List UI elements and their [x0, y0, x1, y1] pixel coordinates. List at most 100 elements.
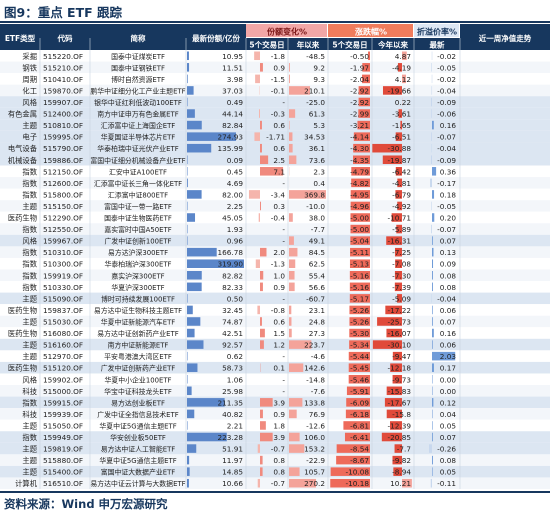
- retytd-bar: [377, 317, 402, 326]
- prem-bar: [431, 294, 433, 303]
- chg5-bar: [258, 213, 260, 222]
- cell-retytd: -16.07: [387, 329, 411, 338]
- cell-name: 富国中证细分机械设备产业ETF: [90, 156, 185, 165]
- cell-ret5: -4.96: [350, 202, 369, 211]
- cell-code: 159837.OF: [43, 306, 83, 315]
- cell-shares: 211.35: [217, 398, 243, 407]
- chg5-bar: [257, 305, 260, 315]
- ret5-bar: [362, 74, 370, 84]
- cell-chg5: -0.8: [271, 306, 286, 315]
- cell-type: 指数: [22, 225, 37, 234]
- cell-retytd: 4.12: [395, 75, 411, 84]
- ret5-bar: [349, 259, 370, 268]
- cell-type: 计算机: [15, 479, 38, 488]
- shares-bar: [187, 178, 188, 188]
- cell-chgytd: 62.5: [309, 260, 325, 269]
- cell-ret5: -5.00: [350, 214, 369, 223]
- prem-bar: [432, 455, 433, 465]
- cell-ret5: -5.11: [350, 248, 369, 257]
- row-bg: [0, 50, 550, 62]
- cell-shares: 42.51: [222, 329, 243, 338]
- retytd-bar: [385, 305, 402, 315]
- cell-prem: 0.09: [440, 260, 457, 269]
- cell-name: 博时自然资源ETF: [111, 75, 165, 84]
- col-header-9: 近一周净值走势: [479, 33, 532, 43]
- cell-type: 科技: [22, 410, 37, 419]
- prem-bar: [432, 432, 433, 442]
- chgytd-bar: [289, 328, 292, 338]
- cell-chg5: 0.8: [273, 456, 285, 465]
- chg5-bar: [259, 109, 260, 118]
- cell-chg5: -0.3: [271, 110, 286, 119]
- row-bg: [0, 304, 550, 316]
- shares-bar: [187, 351, 188, 361]
- cell-prem: 0.07: [440, 237, 457, 246]
- cell-retytd: -10.71: [387, 214, 411, 223]
- chgytd-bar: [289, 86, 311, 95]
- ret5-bar: [346, 398, 370, 407]
- cell-code: 159967.OF: [43, 237, 83, 246]
- cell-name: 嘉实富时中国A50ETF: [104, 225, 171, 234]
- retytd-bar: [393, 467, 402, 476]
- cell-retytd: 10.21: [390, 479, 411, 488]
- retytd-bar: [395, 132, 402, 141]
- cell-chgytd: 38.0: [309, 214, 326, 223]
- cell-type: 电气设备: [8, 144, 38, 153]
- cell-prem: -0.07: [437, 133, 456, 142]
- ret5-bar: [353, 132, 370, 141]
- row-bg: [0, 119, 550, 131]
- chg5-bar: [260, 328, 265, 338]
- cell-code: 159995.OF: [43, 133, 83, 142]
- cell-shares: 274.93: [217, 133, 243, 142]
- cell-code: 159902.OF: [43, 375, 83, 384]
- cell-retytd: -30.88: [387, 144, 411, 153]
- cell-chg5: -: [282, 225, 285, 234]
- cell-ret5: -6.41: [350, 433, 369, 442]
- cell-code: 515120.OF: [43, 364, 83, 373]
- cell-retytd: -7.08: [392, 260, 411, 269]
- cell-type: 钢铁: [22, 63, 37, 72]
- cell-prem: -0.05: [437, 63, 456, 72]
- cell-type: 医药生物: [8, 214, 37, 223]
- cell-code: 515000.OF: [43, 387, 83, 396]
- shares-bar: [187, 132, 236, 141]
- cell-ret5: -5.91: [350, 387, 369, 396]
- retytd-bar: [381, 432, 402, 442]
- cell-chgytd: -7.7: [311, 225, 326, 234]
- cell-chgytd: 105.7: [304, 468, 325, 477]
- cell-ret5: -5.30: [350, 329, 369, 338]
- chgytd-bar: [289, 63, 290, 72]
- row-bg: [0, 257, 550, 270]
- ret5-bar: [350, 224, 370, 234]
- shares-bar: [187, 328, 195, 338]
- cell-prem: -0.05: [437, 202, 456, 211]
- cell-retytd: -30.10: [387, 341, 411, 350]
- cell-prem: 0.13: [440, 248, 457, 257]
- cell-type: 主题: [22, 421, 37, 430]
- chgytd-bar: [289, 190, 326, 199]
- cell-code: 512600.OF: [43, 179, 83, 188]
- cell-retytd: -8.94: [392, 468, 411, 477]
- ret5-bar: [349, 340, 370, 349]
- retytd-bar: [402, 478, 412, 488]
- prem-bar: [432, 247, 434, 257]
- cell-retytd: -6.79: [392, 190, 411, 199]
- col-header-bg-right: [460, 24, 550, 50]
- cell-chg5: -1.8: [271, 52, 286, 61]
- cell-name: 富国中证一带一路ETF: [104, 202, 172, 211]
- ret5-bar: [348, 363, 370, 372]
- cell-chgytd: -14.8: [306, 375, 325, 384]
- cell-chgytd: 24.8: [309, 317, 326, 326]
- cell-retytd: -4.92: [392, 202, 411, 211]
- cell-name: 广发中证创新药产业ETF: [101, 364, 176, 373]
- cell-retytd: 4.87: [395, 52, 412, 61]
- row-bg: [0, 130, 550, 143]
- cell-chg5: 0.1: [273, 364, 285, 373]
- cell-shares: 0.45: [227, 167, 243, 176]
- cell-code: 510410.OF: [43, 75, 83, 84]
- retytd-bar: [397, 201, 402, 211]
- cell-chgytd: 2.3: [313, 167, 325, 176]
- shares-bar: [187, 86, 194, 95]
- cell-chg5: -1.71: [266, 133, 285, 142]
- ret5-bar: [350, 213, 370, 222]
